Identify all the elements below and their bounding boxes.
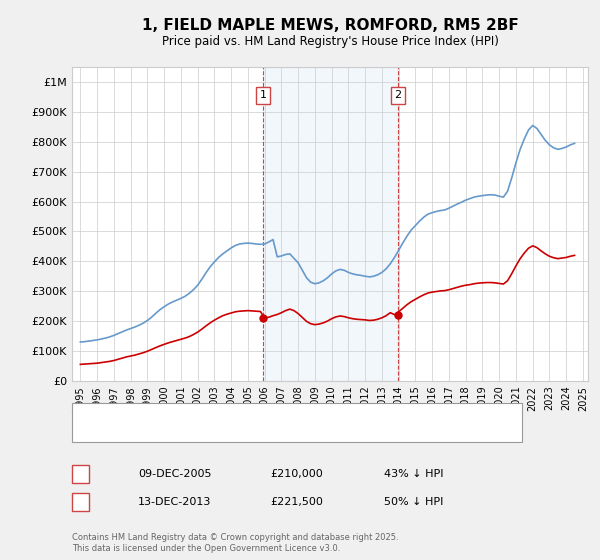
Text: HPI: Average price, detached house, Havering: HPI: Average price, detached house, Have… xyxy=(81,430,321,440)
Bar xyxy=(263,67,398,381)
Text: 1, FIELD MAPLE MEWS, ROMFORD, RM5 2BF (detached house): 1, FIELD MAPLE MEWS, ROMFORD, RM5 2BF (d… xyxy=(81,408,404,418)
Text: 1, FIELD MAPLE MEWS, ROMFORD, RM5 2BF: 1, FIELD MAPLE MEWS, ROMFORD, RM5 2BF xyxy=(142,18,518,32)
Text: 50% ↓ HPI: 50% ↓ HPI xyxy=(384,497,443,507)
Text: Contains HM Land Registry data © Crown copyright and database right 2025.
This d: Contains HM Land Registry data © Crown c… xyxy=(72,533,398,553)
Text: 1: 1 xyxy=(77,469,84,479)
Text: 43% ↓ HPI: 43% ↓ HPI xyxy=(384,469,443,479)
Text: 09-DEC-2005: 09-DEC-2005 xyxy=(138,469,212,479)
Text: £221,500: £221,500 xyxy=(270,497,323,507)
Text: Price paid vs. HM Land Registry's House Price Index (HPI): Price paid vs. HM Land Registry's House … xyxy=(161,35,499,49)
Text: 1: 1 xyxy=(260,90,267,100)
Text: £210,000: £210,000 xyxy=(270,469,323,479)
Text: 2: 2 xyxy=(394,90,401,100)
Text: 2: 2 xyxy=(77,497,84,507)
Text: 13-DEC-2013: 13-DEC-2013 xyxy=(138,497,211,507)
